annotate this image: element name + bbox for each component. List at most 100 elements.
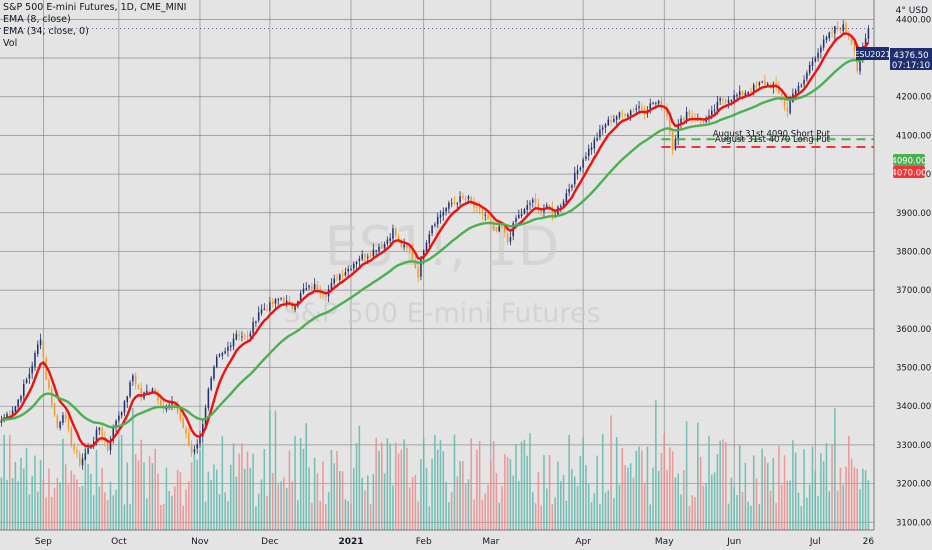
candle-body	[820, 47, 822, 53]
volume-bar	[48, 468, 50, 530]
candle-body	[246, 335, 249, 337]
candle-body	[179, 412, 182, 420]
candle-body	[839, 27, 842, 31]
volume-bar	[358, 425, 361, 530]
volume-bar	[241, 443, 243, 530]
candle-body	[408, 248, 411, 251]
volume-bar	[269, 409, 271, 530]
candle-body	[260, 309, 263, 314]
candle-body	[794, 90, 797, 95]
candle-body	[207, 388, 210, 409]
candle-body	[752, 84, 755, 93]
candle-body	[252, 321, 254, 333]
volume-bar	[862, 468, 864, 530]
price-axis-panel[interactable]	[874, 0, 932, 550]
time-tick-label: May	[655, 537, 674, 547]
volume-bar	[836, 490, 839, 530]
candle-body	[232, 338, 235, 347]
watermark-name: S&P 500 E-mini Futures	[283, 298, 600, 329]
volume-bar	[70, 470, 73, 530]
volume-bar	[313, 457, 316, 530]
candle-body	[568, 188, 570, 193]
candle-body	[727, 100, 730, 103]
volume-bar	[506, 456, 509, 530]
volume-bar	[772, 457, 775, 530]
volume-bar	[330, 449, 333, 530]
candle-body	[831, 31, 833, 33]
candle-body	[50, 388, 53, 405]
volume-bar	[752, 455, 755, 530]
candle-body	[218, 354, 221, 357]
volume-bar	[518, 481, 520, 530]
volume-bar	[725, 442, 727, 530]
candle-body	[9, 413, 11, 415]
volume-bar	[747, 501, 749, 530]
indicator-volume-label[interactable]: Vol	[3, 38, 18, 49]
candle-body	[269, 302, 271, 311]
volume-bar	[800, 506, 803, 530]
candle-body	[120, 412, 123, 416]
volume-bar	[576, 485, 579, 530]
volume-bar	[436, 449, 439, 530]
volume-bar	[504, 453, 506, 530]
candle-body	[118, 415, 120, 421]
price-tick-label: 4200.00	[896, 93, 931, 103]
candle-body	[867, 28, 870, 39]
volume-bar	[559, 481, 562, 530]
candle-body	[168, 405, 170, 407]
candle-body	[750, 91, 752, 93]
volume-bar	[425, 467, 428, 530]
candle-body	[467, 196, 470, 199]
candle-body	[817, 52, 819, 58]
chart-title: S&P 500 E-mini Futures, 1D, CME_MINI	[3, 2, 187, 13]
candle-body	[417, 267, 419, 278]
volume-bar	[257, 493, 260, 530]
volume-bar	[459, 461, 461, 530]
candle-body	[227, 346, 229, 351]
volume-bar	[705, 483, 707, 530]
candle-body	[845, 23, 847, 33]
volume-bar	[62, 438, 64, 530]
candle-body	[64, 414, 67, 420]
candle-body	[151, 388, 154, 392]
time-tick-label: Nov	[191, 537, 209, 547]
candle-body	[470, 196, 473, 202]
volume-bar	[129, 503, 131, 530]
candle-body	[171, 402, 173, 405]
candle-body	[201, 424, 204, 437]
volume-bar	[50, 496, 53, 530]
indicator-ema34-label[interactable]: EMA (34, close, 0)	[3, 26, 89, 37]
volume-bar	[34, 455, 36, 530]
volume-bar	[23, 468, 25, 530]
candle-body	[70, 428, 73, 446]
candle-body	[573, 172, 576, 185]
volume-bar	[291, 481, 294, 530]
candle-body	[308, 285, 310, 288]
volume-bar	[582, 436, 584, 530]
volume-bar	[213, 464, 215, 530]
candle-body	[176, 405, 179, 413]
candle-body	[215, 356, 218, 367]
volume-bar	[733, 486, 735, 530]
candle-body	[241, 336, 243, 338]
volume-bar	[0, 477, 3, 530]
volume-bar	[548, 455, 551, 530]
candle-body	[803, 79, 805, 85]
volume-bar	[473, 499, 475, 530]
candle-body	[730, 100, 733, 102]
candle-body	[14, 406, 17, 412]
price-tick-label: 3200.00	[896, 480, 931, 490]
candle-body	[378, 246, 380, 252]
volume-bar	[274, 410, 277, 530]
time-tick-label: Sep	[35, 537, 52, 547]
candle-body	[25, 379, 28, 383]
candle-body	[515, 218, 517, 222]
volume-bar	[196, 459, 198, 530]
indicator-ema8-label[interactable]: EMA (8, close)	[3, 14, 71, 25]
candle-body	[316, 284, 319, 291]
volume-bar	[811, 446, 814, 530]
volume-bar	[414, 474, 417, 530]
